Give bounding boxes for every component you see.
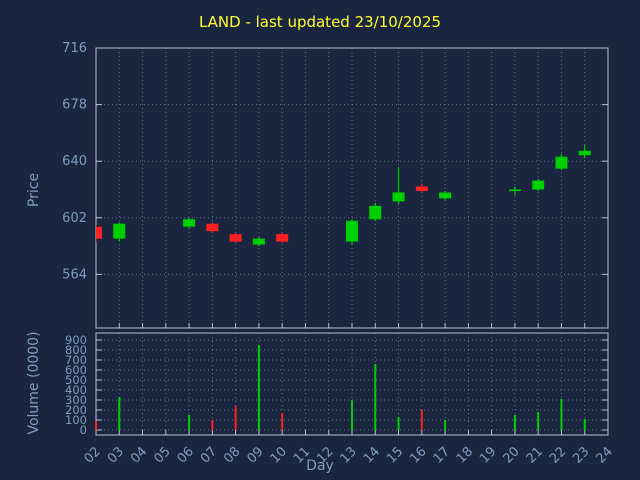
svg-text:20: 20 xyxy=(500,444,522,466)
svg-text:08: 08 xyxy=(221,444,243,466)
svg-text:100: 100 xyxy=(65,413,87,427)
svg-text:900: 900 xyxy=(65,333,87,347)
svg-text:15: 15 xyxy=(384,444,406,466)
svg-text:24: 24 xyxy=(594,444,616,466)
svg-text:14: 14 xyxy=(361,444,383,466)
svg-text:18: 18 xyxy=(454,444,476,466)
svg-text:678: 678 xyxy=(62,98,87,113)
svg-text:03: 03 xyxy=(105,444,127,466)
svg-text:200: 200 xyxy=(65,403,87,417)
svg-text:11: 11 xyxy=(291,444,313,466)
svg-text:600: 600 xyxy=(65,363,87,377)
svg-text:19: 19 xyxy=(477,444,499,466)
svg-text:07: 07 xyxy=(198,444,220,466)
svg-text:09: 09 xyxy=(244,444,266,466)
svg-text:800: 800 xyxy=(65,343,87,357)
x-axis-label: Day xyxy=(306,458,334,474)
svg-text:602: 602 xyxy=(62,211,87,226)
svg-text:23: 23 xyxy=(570,444,592,466)
svg-text:300: 300 xyxy=(65,393,87,407)
svg-text:10: 10 xyxy=(268,444,290,466)
svg-text:17: 17 xyxy=(431,444,453,466)
svg-text:700: 700 xyxy=(65,353,87,367)
svg-text:0: 0 xyxy=(80,423,87,437)
candles-layer xyxy=(96,144,591,247)
svg-text:12: 12 xyxy=(314,444,336,466)
svg-text:564: 564 xyxy=(62,267,87,282)
svg-text:716: 716 xyxy=(62,41,87,56)
svg-text:640: 640 xyxy=(62,154,87,169)
svg-text:21: 21 xyxy=(524,444,546,466)
chart-title: LAND - last updated 23/10/2025 xyxy=(198,13,442,31)
svg-text:400: 400 xyxy=(65,383,87,397)
svg-text:06: 06 xyxy=(175,444,197,466)
volume-layer xyxy=(95,345,586,430)
svg-text:04: 04 xyxy=(128,444,150,466)
svg-text:500: 500 xyxy=(65,373,87,387)
svg-text:22: 22 xyxy=(547,444,569,466)
svg-text:16: 16 xyxy=(407,444,429,466)
svg-text:05: 05 xyxy=(151,444,173,466)
svg-text:13: 13 xyxy=(338,444,360,466)
svg-text:02: 02 xyxy=(82,444,104,466)
